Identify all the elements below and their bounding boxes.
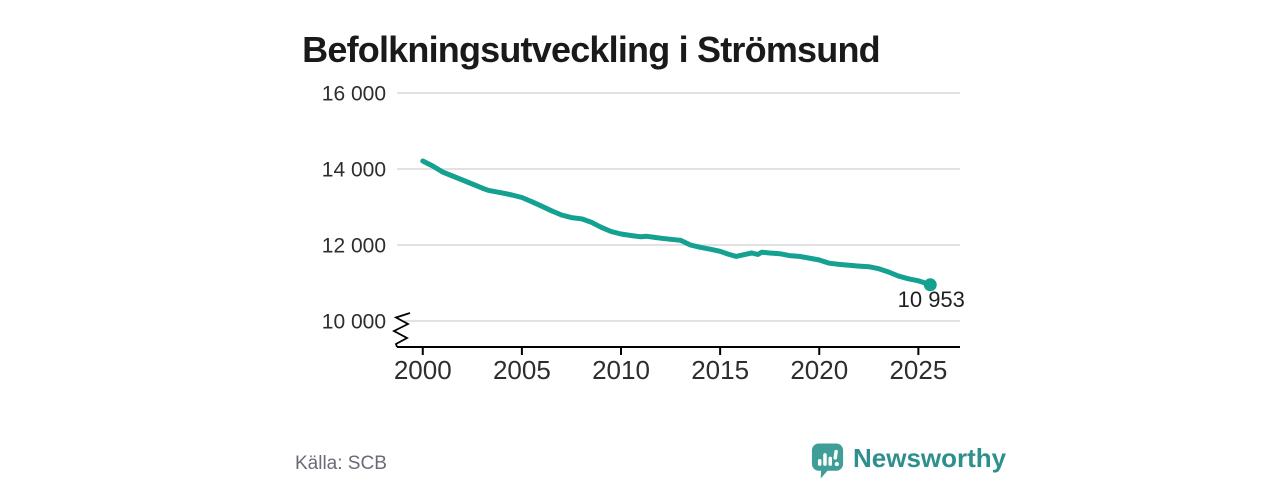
- end-value-label: 10 953: [898, 287, 965, 312]
- y-tick-label: 16 000: [322, 83, 386, 106]
- brand-wordmark: Newsworthy: [853, 443, 1007, 473]
- x-tick-label: 2010: [592, 355, 650, 385]
- population-line-chart: 10 000 12 000 14 000 16 000 2000 2005 2010 2015…: [322, 83, 965, 386]
- axis-break-icon: [392, 312, 411, 348]
- x-tick-label: 2005: [493, 355, 551, 385]
- end-point-dot: [923, 278, 937, 292]
- bar-chart-speech-bubble-icon: [811, 443, 844, 479]
- y-tick-label: 14 000: [322, 159, 386, 182]
- x-tick-label: 2020: [790, 355, 848, 385]
- y-tick-label: 10 000: [322, 311, 386, 334]
- newsworthy-logo: Newsworthy: [809, 441, 1006, 479]
- source-note: Källa: SCB: [295, 453, 387, 474]
- x-tick-label: 2000: [394, 355, 452, 385]
- population-line: [420, 158, 933, 288]
- x-tick-label: 2015: [691, 355, 749, 385]
- y-tick-label: 12 000: [322, 235, 386, 258]
- page-title: Befolkningsutveckling i Strömsund: [302, 29, 880, 71]
- x-tick-label: 2025: [889, 355, 947, 385]
